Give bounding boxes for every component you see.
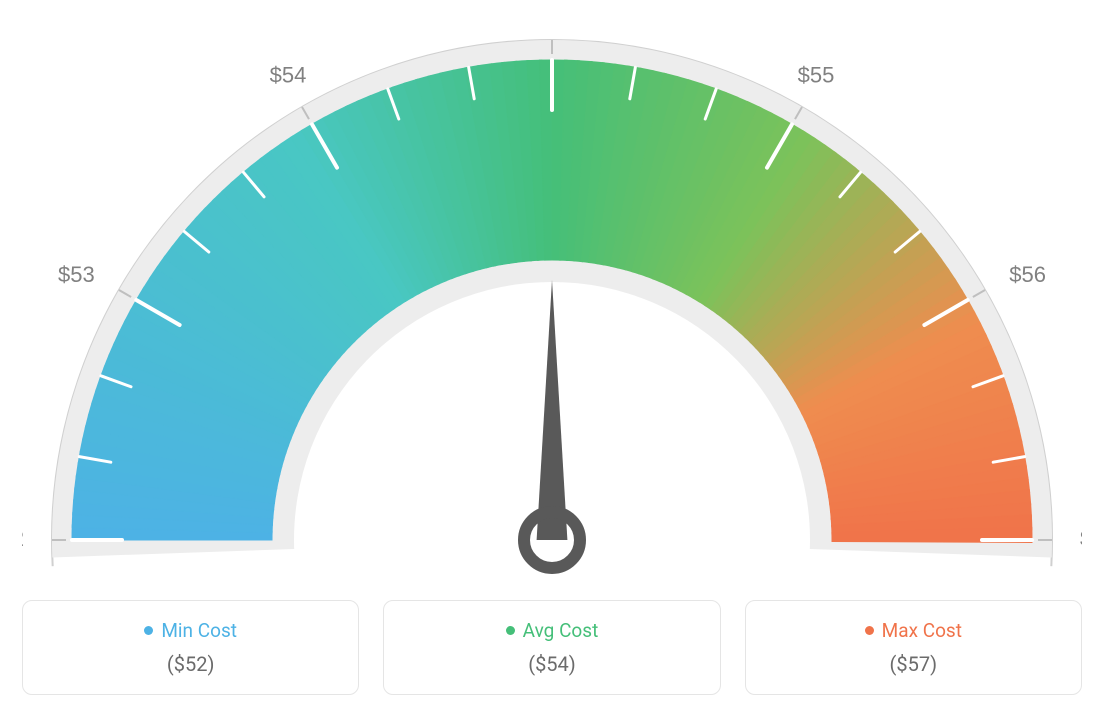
svg-text:$53: $53 [58, 262, 95, 287]
legend-label: Min Cost [161, 619, 237, 642]
svg-text:$56: $56 [1009, 262, 1046, 287]
dot-icon [865, 626, 874, 635]
legend-title-min: Min Cost [144, 619, 237, 642]
legend-title-max: Max Cost [865, 619, 962, 642]
legend-card-min: Min Cost ($52) [22, 600, 359, 695]
dot-icon [506, 626, 515, 635]
legend-label: Avg Cost [523, 619, 599, 642]
dot-icon [144, 626, 153, 635]
legend-value: ($54) [404, 652, 699, 676]
legend-label: Max Cost [882, 619, 962, 642]
legend-row: Min Cost ($52) Avg Cost ($54) Max Cost (… [22, 600, 1082, 695]
legend-value: ($57) [766, 652, 1061, 676]
svg-text:$55: $55 [798, 63, 835, 88]
legend-card-avg: Avg Cost ($54) [383, 600, 720, 695]
svg-text:$54: $54 [270, 63, 307, 88]
svg-text:$57: $57 [1080, 526, 1082, 551]
gauge-dial: $52$53$54$54$55$56$57 [22, 20, 1082, 580]
legend-title-avg: Avg Cost [506, 619, 599, 642]
legend-card-max: Max Cost ($57) [745, 600, 1082, 695]
gauge-chart: $52$53$54$54$55$56$57 Min Cost ($52) Avg… [20, 20, 1084, 695]
legend-value: ($52) [43, 652, 338, 676]
svg-text:$52: $52 [22, 526, 24, 551]
